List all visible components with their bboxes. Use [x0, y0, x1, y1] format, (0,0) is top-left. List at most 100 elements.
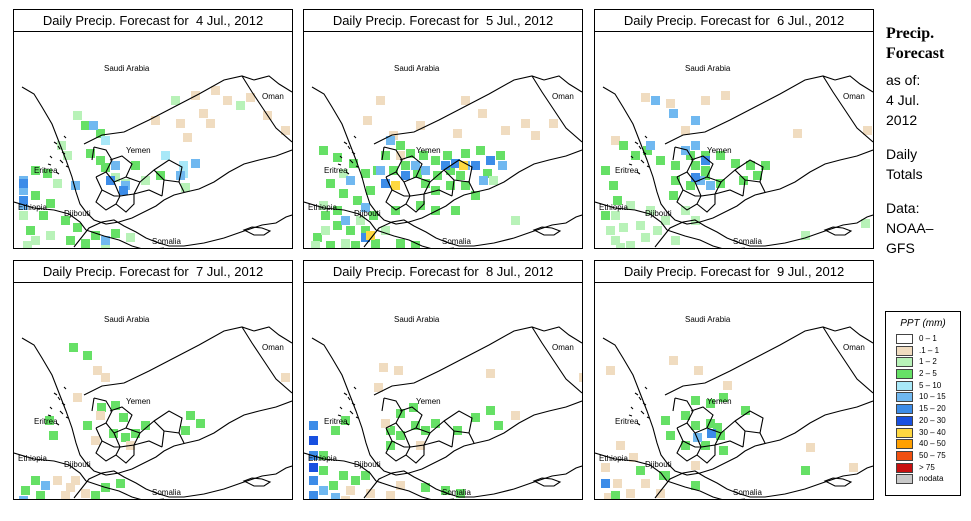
map-area: Saudi Arabia Oman Yemen Eritrea Ethiopia Djib…: [303, 283, 588, 505]
precip-cell: [186, 411, 195, 420]
map-area: Saudi Arabia Oman Yemen Eritrea Ethiopia Djib…: [594, 283, 874, 510]
precip-cell: [723, 381, 732, 390]
place-label-somalia: Somalia: [152, 488, 181, 497]
precip-cell: [341, 416, 350, 425]
precip-cell: [156, 171, 165, 180]
precip-cell: [66, 483, 75, 492]
precip-cell: [26, 226, 35, 235]
precip-cell: [19, 201, 28, 210]
precip-cell: [31, 236, 40, 245]
precip-cell: [179, 161, 188, 170]
legend-swatch: [896, 334, 913, 344]
precip-cell: [656, 489, 665, 498]
precip-cell: [721, 91, 730, 100]
precip-cell: [521, 119, 530, 128]
precip-cell: [691, 161, 700, 170]
data-line1: Data:: [886, 200, 920, 216]
legend-item: .1 – 1: [886, 345, 960, 357]
precip-cell: [319, 466, 328, 475]
place-label-djibouti: Djibouti: [354, 460, 381, 469]
precip-cell: [471, 413, 480, 422]
precip-cell: [661, 416, 670, 425]
precip-cell: [96, 411, 105, 420]
legend-label: .1 – 1: [919, 345, 940, 355]
precip-cell: [363, 116, 372, 125]
place-label-eritrea: Eritrea: [324, 417, 348, 426]
precip-cell: [346, 486, 355, 495]
precip-cell: [31, 191, 40, 200]
place-label-saudi-arabia: Saudi Arabia: [685, 315, 731, 324]
precip-cell: [626, 489, 635, 498]
map-area: Saudi Arabia Oman Yemen Eritrea Ethiopia Djib…: [303, 32, 583, 251]
precip-cell: [701, 441, 710, 450]
legend-swatch: [896, 439, 913, 450]
island-group: [628, 386, 650, 426]
precip-cell: [691, 141, 700, 150]
legend-item: 0 – 1: [886, 333, 960, 345]
panel-title: Daily Precip. Forecast for 7 Jul., 2012: [14, 261, 292, 283]
precip-cell: [66, 236, 75, 245]
precip-cell: [691, 461, 700, 470]
governorate-lines: [91, 397, 185, 464]
precip-cell: [176, 119, 185, 128]
precip-cell: [91, 436, 100, 445]
precip-cell: [863, 126, 872, 135]
precip-cell: [613, 196, 622, 205]
precip-cell: [81, 489, 90, 498]
legend-label: 10 – 15: [919, 392, 946, 402]
precip-cell: [661, 216, 670, 225]
precip-cell: [111, 401, 120, 410]
border-oman-coast: [543, 75, 583, 93]
precip-cell: [486, 406, 495, 415]
legend-label: 15 – 20: [919, 404, 946, 414]
precip-cell: [691, 173, 700, 182]
precip-cell: [461, 181, 470, 190]
precip-cell: [381, 151, 390, 160]
precip-cell: [716, 431, 725, 440]
place-label-somalia: Somalia: [733, 488, 762, 497]
precip-cell: [739, 176, 748, 185]
precip-cell: [321, 226, 330, 235]
island-group: [337, 386, 359, 426]
panel-title: Daily Precip. Forecast for 4 Jul., 2012: [14, 10, 292, 32]
precip-cell: [341, 216, 350, 225]
precip-cell: [361, 203, 370, 212]
precip-cell: [691, 396, 700, 405]
precip-cell: [666, 431, 675, 440]
border-saudi-yemen: [373, 326, 545, 396]
precip-cell: [101, 136, 110, 145]
border-oman-coast: [253, 326, 293, 344]
precip-cell: [579, 373, 588, 382]
data-line3: GFS: [886, 240, 915, 256]
precip-cell: [719, 393, 728, 402]
precip-cell: [741, 406, 750, 415]
precip-cell: [616, 243, 625, 252]
precip-cell: [96, 129, 105, 138]
precip-cell: [386, 426, 395, 435]
panel-title: Daily Precip. Forecast for 9 Jul., 2012: [595, 261, 873, 283]
precip-cell: [653, 226, 662, 235]
precip-cell: [604, 493, 613, 502]
precip-cell: [41, 481, 50, 490]
place-label-eritrea: Eritrea: [324, 166, 348, 175]
precip-cell: [453, 426, 462, 435]
map-svg: Saudi Arabia Oman Yemen Eritrea Ethiopia Djib…: [594, 64, 874, 252]
socotra-island: [823, 477, 853, 487]
precip-cell: [681, 146, 690, 155]
legend-label: 1 – 2: [919, 357, 937, 367]
precip-cell: [211, 86, 220, 95]
precip-cell: [716, 151, 725, 160]
precip-cell: [341, 239, 350, 248]
border-saudi-yemen: [83, 326, 255, 396]
precip-cell: [374, 383, 383, 392]
map-svg: Saudi Arabia Oman Yemen Eritrea Ethiopia Djib…: [303, 64, 583, 251]
precip-cell: [181, 183, 190, 192]
precip-cell: [691, 421, 700, 430]
precip-cell: [613, 479, 622, 488]
legend-swatch: [896, 427, 913, 438]
precip-cell: [386, 136, 395, 145]
precip-cell: [376, 96, 385, 105]
precip-cell: [309, 436, 318, 445]
precip-cell: [111, 229, 120, 238]
border-oman: [531, 326, 583, 394]
